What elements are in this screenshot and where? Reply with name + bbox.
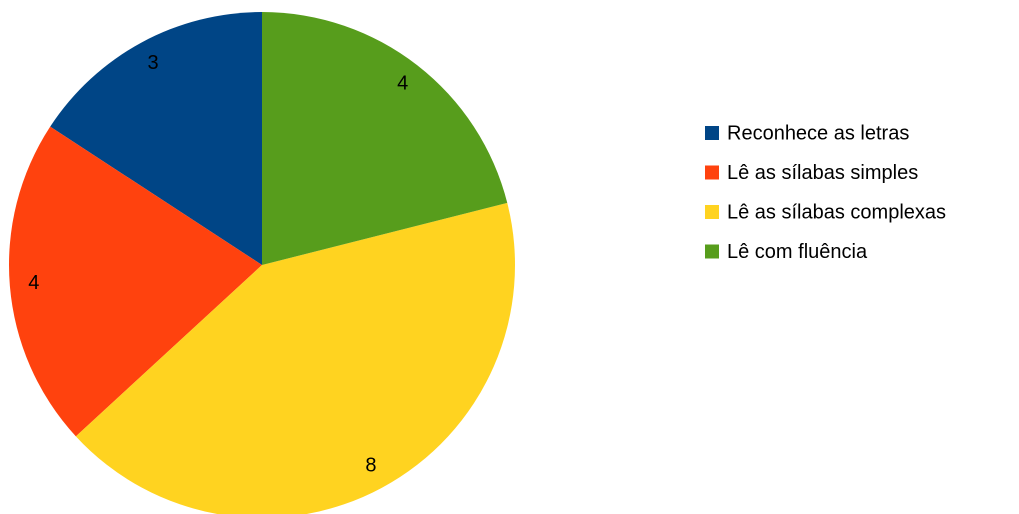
legend-swatch: [705, 244, 719, 259]
pie-slice: [75, 202, 515, 514]
pie-slice: [8, 126, 263, 437]
legend-label: Lê as sílabas complexas: [727, 201, 946, 223]
data-label: 4: [28, 272, 39, 294]
pie-slice: [262, 12, 508, 265]
data-label: 3: [147, 52, 158, 74]
pie-slice: [50, 12, 262, 265]
legend-label: Lê as sílabas simples: [727, 162, 918, 184]
data-label: 8: [365, 455, 376, 477]
legend-label: Reconhece as letras: [727, 122, 909, 144]
data-label: 4: [397, 73, 408, 95]
legend-label: Lê com fluência: [727, 241, 868, 263]
legend-swatch: [705, 205, 719, 219]
legend-swatch: [705, 165, 719, 180]
legend-swatch: [705, 126, 719, 140]
